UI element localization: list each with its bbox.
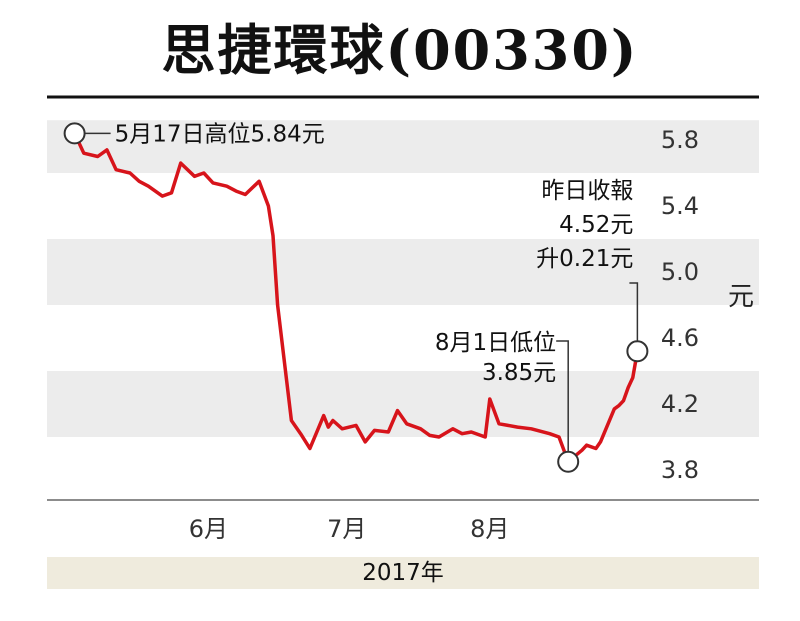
grid-band (47, 371, 759, 437)
y-axis-ticks: 5.8 5.4 5.0 4.6 4.2 3.8 (661, 126, 699, 484)
x-tick-label: 8月 (470, 515, 509, 543)
grid-band (47, 120, 759, 173)
annotation-leader (556, 340, 569, 452)
chart-title: 思捷環球(00330) (161, 18, 639, 82)
x-tick-label: 6月 (189, 515, 228, 543)
annotation-leaders (84, 132, 639, 452)
annotation-low-label: 8月1日低位 (435, 330, 556, 356)
annotation-marker (557, 450, 580, 473)
annotation-leader (629, 282, 639, 342)
x-tick-label: 7月 (327, 515, 366, 543)
annotation-close-label: 昨日收報 (541, 178, 633, 204)
grid-band (47, 239, 759, 305)
x-axis-ticks: 6月 7月 8月 (189, 515, 510, 543)
year-label: 2017年 (47, 557, 759, 589)
y-tick-label: 5.8 (661, 126, 699, 154)
y-tick-label: 4.6 (661, 324, 699, 352)
annotation-markers (63, 122, 649, 473)
annotation-marker (63, 122, 86, 145)
annotation-marker (626, 340, 649, 363)
y-tick-label: 5.4 (661, 192, 699, 220)
annotation-close-label: 升0.21元 (536, 246, 633, 272)
y-unit-label: 元 (728, 282, 754, 312)
annotation-close-label: 4.52元 (559, 212, 633, 238)
grid-bands (47, 120, 759, 437)
annotation-low-label: 3.85元 (482, 360, 556, 386)
y-tick-label: 4.2 (661, 390, 699, 418)
y-tick-label: 3.8 (661, 456, 699, 484)
y-tick-label: 5.0 (661, 258, 699, 286)
annotation-high-label: 5月17日高位5.84元 (115, 121, 325, 147)
